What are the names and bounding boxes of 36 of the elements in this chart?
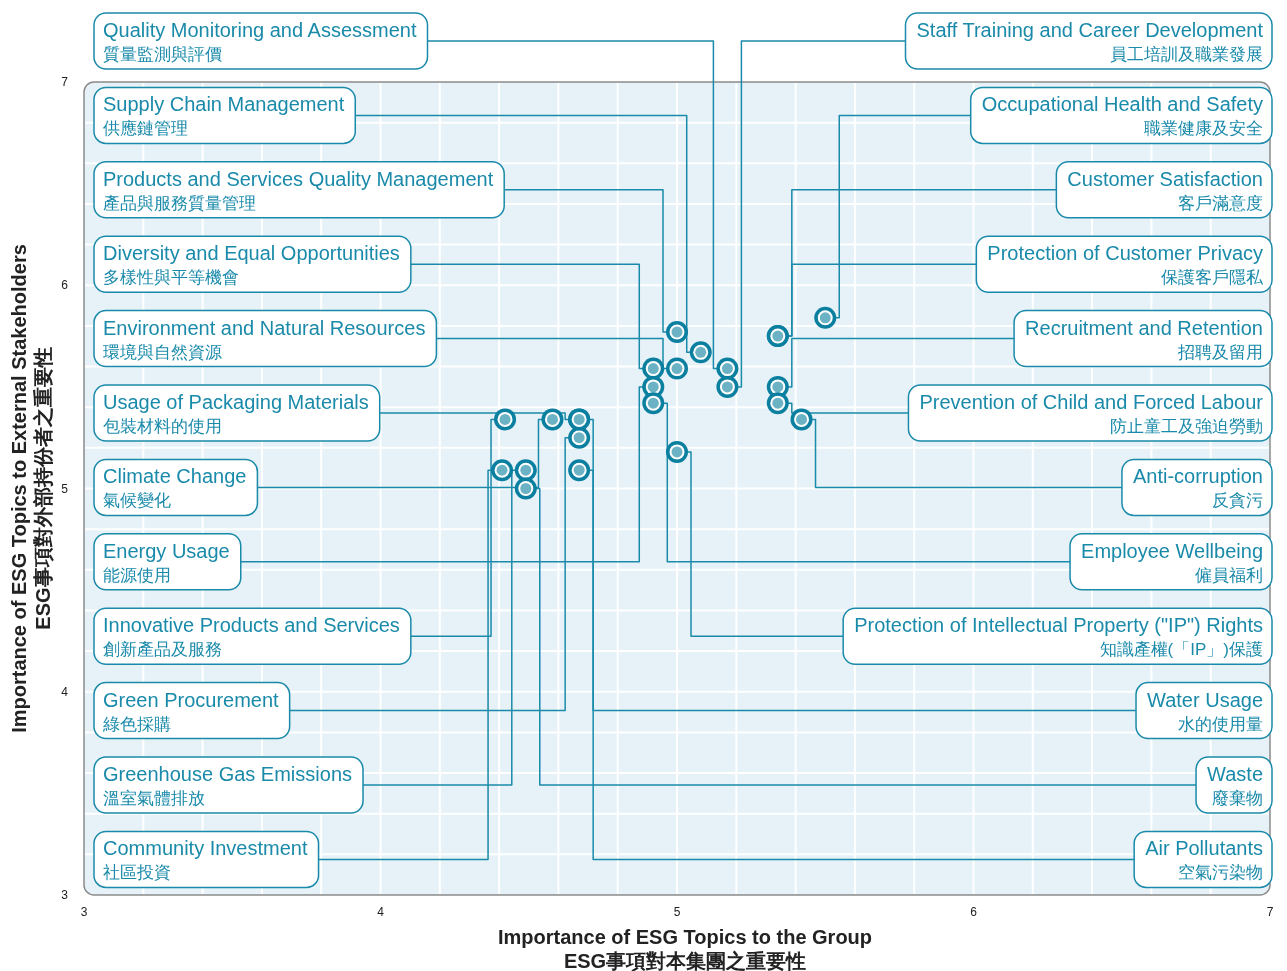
- annotation: Customer Satisfaction 客戶滿意度: [1067, 167, 1263, 213]
- y-axis-title: Importance of ESG Topics to External Stakeholders ESG事項對外部持份者之重要性: [8, 244, 54, 733]
- x-tick-label: 5: [673, 905, 681, 919]
- y-tick-label: 4: [61, 684, 69, 699]
- annotation: Air Pollutants 空氣污染物: [1145, 837, 1263, 883]
- annotation: Climate Change 氣候變化: [103, 465, 247, 511]
- y-tick-label: 7: [61, 75, 69, 89]
- x-tick-label: 3: [80, 905, 88, 919]
- annotation: Protection of Customer Privacy 保護客戶隱私: [987, 242, 1264, 288]
- y-tick-label: 6: [61, 278, 69, 293]
- annotation: Staff Training and Career Development 員工培訓及職業發展: [916, 19, 1264, 64]
- x-tick-label: 6: [970, 905, 978, 919]
- annotation: Prevention of Child and Forced Labour 防止童工及強迫勞動: [919, 391, 1264, 436]
- annotation: Community Investment 社區投資: [103, 837, 308, 883]
- annotation: Environment and Natural Resources 環境與自然資源: [103, 316, 426, 362]
- annotation: Products and Services Quality Management 產品與服務質量管理: [103, 167, 494, 213]
- annotation: Green Procurement 綠色採購: [102, 688, 280, 734]
- annotation: Diversity and Equal Opportunities 多樣性與平等機會: [103, 242, 400, 288]
- annotation: Employee Wellbeing 僱員福利: [1081, 539, 1263, 585]
- y-tick-label: 5: [61, 481, 69, 496]
- annotation: Occupational Health and Safety 職業健康及安全: [981, 93, 1263, 139]
- annotation: Quality Monitoring and Assessment 質量監測與評價: [103, 19, 417, 64]
- x-tick-label: 4: [377, 905, 385, 919]
- annotation: Protection of Intellectual Property ("IP") Rights 知識產權(「IP」)保護: [854, 614, 1263, 660]
- annotation: Greenhouse Gas Emissions 溫室氣體排放: [103, 763, 353, 808]
- annotation: Waste 廢棄物: [1207, 763, 1263, 808]
- annotation: Supply Chain Management 供應鏈管理: [103, 93, 345, 139]
- annotation: Usage of Packaging Materials 包裝材料的使用: [103, 391, 369, 436]
- x-tick-label: 7: [1266, 905, 1274, 919]
- y-tick-label: 3: [61, 888, 69, 902]
- annotation: Anti-corruption 反貪污: [1132, 465, 1263, 511]
- annotation: Innovative Products and Services 創新產品及服務: [103, 614, 400, 660]
- annotation: Water Usage 水的使用量: [1147, 688, 1263, 734]
- annotation: Energy Usage 能源使用: [103, 539, 230, 585]
- annotation: Recruitment and Retention 招聘及留用: [1025, 316, 1263, 362]
- x-axis-title: Importance of ESG Topics to the Group ESG事項對本集團之重要性: [497, 926, 873, 971]
